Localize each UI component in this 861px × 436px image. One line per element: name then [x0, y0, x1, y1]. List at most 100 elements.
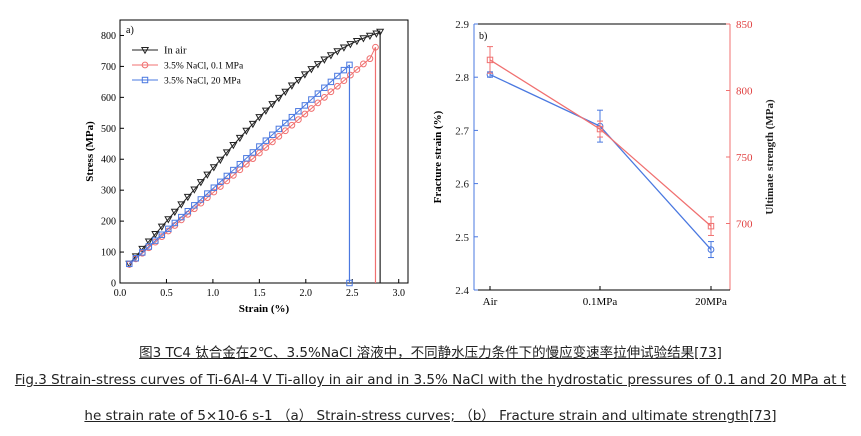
- data-point: [320, 56, 329, 64]
- data-point: [255, 149, 263, 157]
- data-point: [152, 237, 159, 244]
- y2-tick-label: 800: [736, 86, 753, 98]
- data-point: [132, 255, 140, 262]
- panel-b: 2.4 2.5 2.6 2.7 2.8 2.9 700 750 800 850 Air 0.1MPa 2…: [432, 19, 776, 308]
- data-point: [340, 66, 348, 74]
- data-point: [301, 110, 309, 118]
- data-point: [294, 76, 303, 85]
- data-point: [359, 35, 368, 43]
- data-point: [340, 77, 348, 85]
- data-point: [281, 127, 289, 135]
- data-point: [165, 225, 172, 233]
- data-point: [294, 116, 302, 124]
- x-tick-label: 0.5: [160, 288, 173, 299]
- data-point: [314, 99, 322, 107]
- data-point: [184, 207, 192, 215]
- series-line: [489, 73, 712, 251]
- data-point: [321, 93, 328, 101]
- y-tick-label: 400: [101, 155, 116, 166]
- data-point: [151, 231, 160, 239]
- data-point: [372, 30, 381, 38]
- y-axis-label: Fracture strain (%): [432, 110, 444, 203]
- x-axis-label: Strain (%): [239, 303, 290, 315]
- y-tick-label: 500: [101, 124, 116, 135]
- data-point: [217, 178, 224, 186]
- data-point: [327, 88, 335, 96]
- y-tick-label: 2.6: [455, 179, 469, 191]
- x-tick-label: 3.0: [392, 288, 405, 299]
- data-point: [203, 194, 211, 201]
- data-point: [262, 137, 270, 144]
- y-axis-label: Stress (MPa): [84, 121, 96, 182]
- data-point: [707, 246, 715, 253]
- data-point: [236, 160, 244, 168]
- data-point: [178, 213, 185, 221]
- data-point: [314, 90, 322, 97]
- figure: 0.0 0.5 1.0 1.5 2.0 2.5 3.0 0 100 200 300 400 500 600…: [84, 19, 776, 315]
- data-point: [204, 190, 211, 197]
- data-point: [144, 238, 153, 246]
- data-point: [376, 28, 385, 36]
- legend-marker: [140, 46, 150, 55]
- data-point: [287, 82, 296, 90]
- data-point: [269, 131, 276, 139]
- y-tick-label: 2.9: [455, 19, 469, 31]
- x-tick-label: Air: [483, 296, 498, 308]
- x-tick-label: 0.0: [114, 288, 127, 299]
- legend-entry: In air: [164, 46, 187, 57]
- y-tick-label: 600: [101, 93, 116, 104]
- data-point: [255, 114, 264, 122]
- y-tick-label: 0: [111, 279, 116, 290]
- data-point: [158, 231, 166, 238]
- data-point: [242, 127, 251, 135]
- data-point: [352, 37, 361, 46]
- data-point: [157, 223, 166, 231]
- y-tick-label: 700: [101, 62, 116, 73]
- x-tick-label: 2.5: [346, 288, 359, 299]
- data-point: [327, 78, 335, 86]
- data-point: [170, 208, 179, 217]
- y-tick-label: 800: [101, 31, 116, 42]
- legend-marker: [141, 61, 149, 69]
- x-tick-label: 1.5: [253, 288, 266, 299]
- data-point: [190, 186, 199, 194]
- data-point: [249, 149, 257, 156]
- data-point: [177, 201, 186, 209]
- panel-label: a): [126, 25, 134, 36]
- x-tick-label: 20MPa: [695, 296, 727, 308]
- data-point: [210, 184, 218, 191]
- y-tick-label: 2.4: [455, 285, 469, 297]
- x-tick-label: 2.0: [300, 288, 313, 299]
- data-point: [288, 113, 296, 121]
- data-point: [274, 94, 283, 103]
- data-point: [353, 66, 361, 73]
- y2-tick-label: 750: [736, 152, 753, 164]
- data-point: [321, 84, 328, 91]
- data-point: [222, 149, 231, 157]
- data-point: [339, 44, 348, 52]
- data-point: [210, 188, 218, 196]
- data-point: [365, 32, 374, 41]
- data-point: [308, 105, 315, 112]
- data-point: [275, 125, 283, 133]
- data-point: [203, 171, 212, 179]
- data-point: [197, 199, 205, 207]
- plot-frame: [119, 19, 409, 284]
- data-point: [235, 134, 244, 143]
- data-point: [196, 179, 205, 187]
- data-point: [216, 156, 225, 165]
- data-point: [223, 172, 231, 180]
- data-point: [183, 193, 192, 202]
- data-point: [366, 55, 374, 63]
- data-point: [216, 183, 224, 190]
- data-point: [223, 177, 231, 185]
- y2-tick-label: 850: [736, 19, 753, 31]
- data-point: [281, 88, 290, 97]
- y-tick-label: 2.5: [455, 232, 469, 244]
- caption-english-line-2: he strain rate of 5×10-6 s-1 （a） Strain-…: [84, 408, 777, 424]
- data-point: [346, 279, 353, 287]
- y-tick-label: 200: [101, 217, 116, 228]
- data-point: [197, 196, 205, 203]
- y2-tick-label: 700: [736, 219, 753, 231]
- data-point: [191, 202, 198, 209]
